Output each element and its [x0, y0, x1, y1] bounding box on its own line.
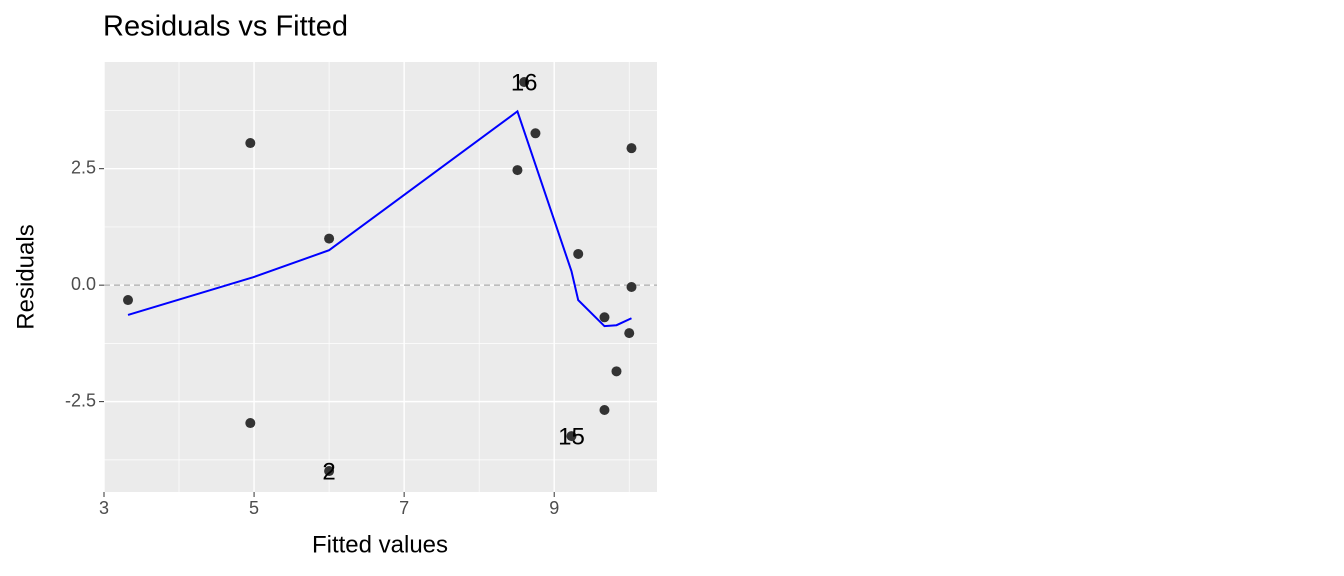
point [599, 312, 610, 323]
point [624, 328, 635, 339]
x-tick-label: 3 [99, 498, 109, 518]
point [512, 165, 523, 176]
point [123, 295, 134, 306]
y-tick-label: 0.0 [71, 274, 96, 294]
y-tick-label: 2.5 [71, 157, 96, 177]
point-label: 16 [511, 69, 538, 96]
point [530, 128, 541, 139]
x-tick-label: 5 [249, 498, 259, 518]
y-axis-title: Residuals [12, 224, 39, 329]
point-label: 15 [558, 423, 585, 450]
point [245, 418, 256, 429]
chart-title: Residuals vs Fitted [103, 11, 348, 43]
point [324, 233, 335, 244]
point [626, 282, 637, 293]
point [573, 248, 584, 259]
point [611, 366, 622, 377]
y-tick-label: -2.5 [65, 390, 96, 410]
x-tick-label: 9 [549, 498, 559, 518]
x-axis-title: Fitted values [312, 531, 448, 558]
point-label: 2 [322, 458, 335, 485]
point [245, 138, 256, 149]
point [599, 405, 610, 416]
point [626, 143, 637, 154]
plot-panel [104, 62, 657, 492]
smooth-line [127, 109, 632, 328]
x-tick-label: 7 [399, 498, 409, 518]
point [566, 431, 577, 442]
point [324, 466, 335, 477]
point [519, 77, 530, 88]
